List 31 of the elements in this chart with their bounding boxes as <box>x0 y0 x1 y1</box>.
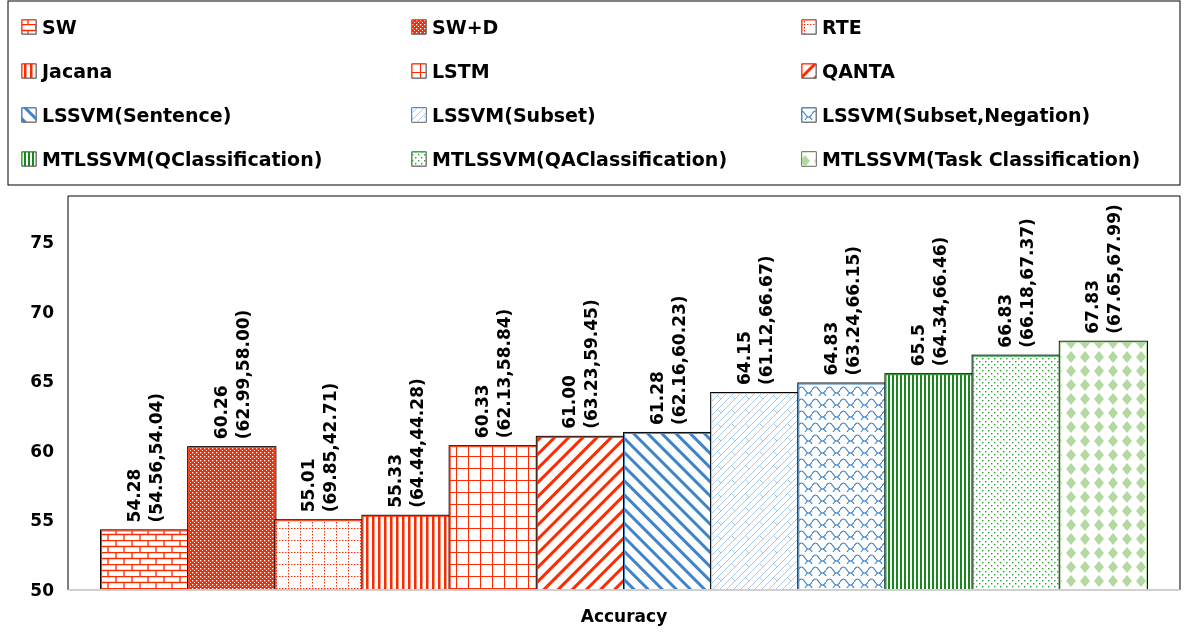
data-label: 67.83 (67.65,67.99) <box>1082 204 1125 334</box>
data-label: 55.33 (64.44,44.28) <box>385 378 428 508</box>
legend-label: SW <box>42 16 77 38</box>
legend-label: MTLSSVM(QClassification) <box>42 148 323 170</box>
legend-label: LSSVM(Subset) <box>432 104 596 126</box>
legend-label: RTE <box>822 16 862 38</box>
data-label: 64.15 (61.12,66.67) <box>733 255 776 385</box>
x-tick-label: Accuracy <box>580 606 668 626</box>
legend-label: LSSVM(Subset,Negation) <box>822 104 1091 126</box>
data-label: 60.26 (62.99,58.00) <box>210 309 253 440</box>
y-tick-label: 55 <box>30 510 54 531</box>
data-label: 65.5 (64.34,66.46) <box>908 236 951 367</box>
legend-label: LSSVM(Sentence) <box>42 104 232 126</box>
y-tick-label: 70 <box>30 301 55 322</box>
data-label: 54.28 (54.56,54.04) <box>123 392 166 523</box>
y-tick-label: 65 <box>30 371 54 392</box>
y-tick-label: 75 <box>30 231 54 252</box>
y-tick-label: 50 <box>30 579 55 600</box>
legend-label: MTLSSVM(QAClassification) <box>432 148 728 170</box>
legend-label: LSTM <box>432 60 490 82</box>
data-label: 55.01 (69.85,42.71) <box>297 382 340 513</box>
y-tick-label: 60 <box>30 440 55 461</box>
data-label: 61.00 (63.23,59.45) <box>559 299 602 429</box>
data-label: 60.33 (62.13,58.84) <box>472 308 515 439</box>
legend-label: MTLSSVM(Task Classification) <box>822 148 1141 170</box>
legend-label: SW+D <box>432 16 499 38</box>
data-label: 64.83 (63.24,66.15) <box>820 245 863 376</box>
legend-label: QANTA <box>822 60 896 82</box>
data-label: 61.28 (62.16,60.23) <box>646 295 689 425</box>
data-label: 66.83 (66.18,67.37) <box>995 218 1038 348</box>
legend-label: Jacana <box>40 60 113 82</box>
